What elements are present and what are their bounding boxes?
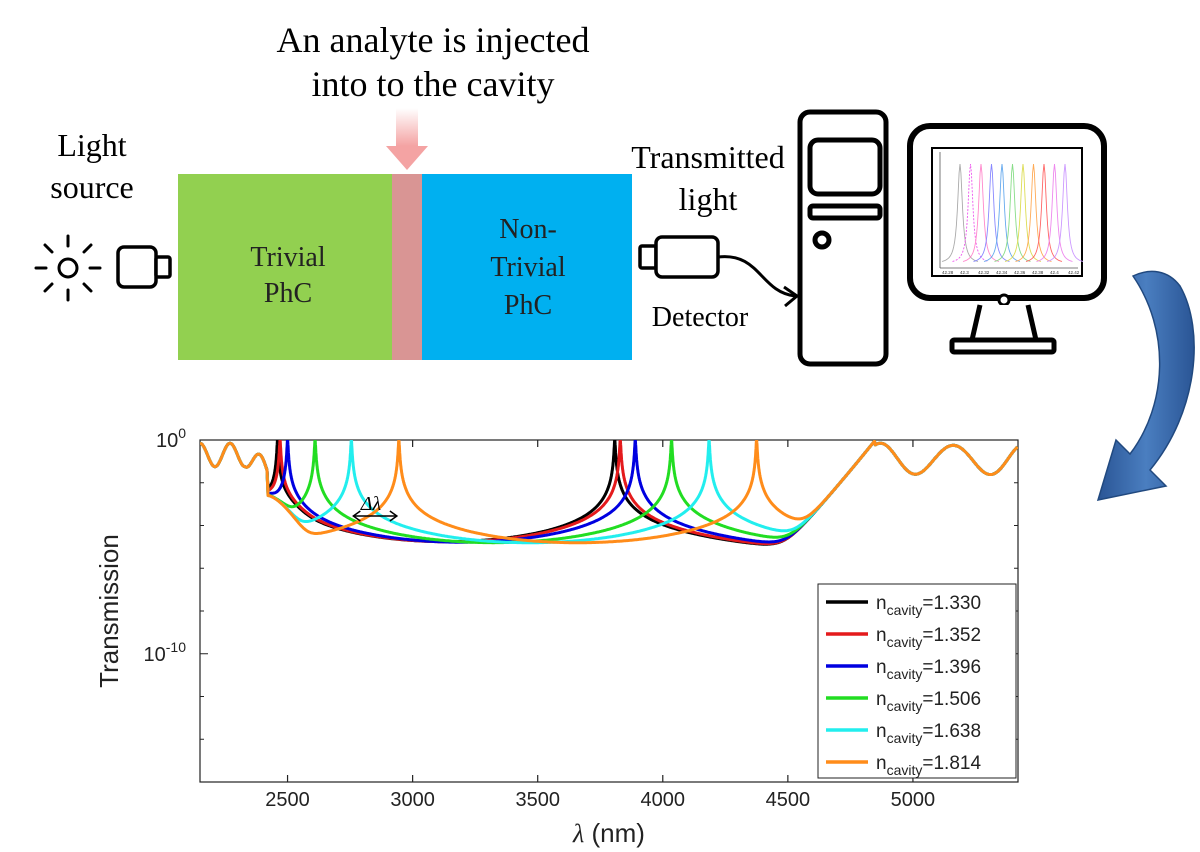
setup-schematic: An analyte is injected into to the cavit…: [34, 20, 1195, 501]
flow-arrow-icon: [1096, 270, 1195, 501]
x-tick-label: 2500: [265, 789, 310, 811]
thumb-curve: [1025, 163, 1063, 262]
injection-arrow-icon: [386, 108, 428, 170]
legend-value: =1.638: [922, 721, 981, 742]
thumb-tick-label: 42.34: [996, 270, 1008, 275]
trivial-phc-block: [178, 174, 392, 360]
delta-lambda-arrowhead-left: [352, 510, 361, 522]
transmitted-light-label-line1: Transmitted: [631, 139, 785, 175]
thumb-curve: [962, 163, 1000, 262]
legend-entry: ncavity=1.638: [876, 721, 981, 746]
x-tick-label: 5000: [891, 789, 936, 811]
thumb-curve: [983, 163, 1021, 262]
nontrivial-phc-label-line1: Non-: [499, 214, 557, 245]
computer-tower-icon: [797, 109, 889, 367]
monitor-screen-plot: 42.28 42.3 42.32 42.34 42.36 42.38 42.4 42.42: [939, 152, 1084, 275]
trivial-phc-label-line2: PhC: [264, 278, 312, 309]
series-layer: [200, 440, 1018, 546]
thumb-tick-label: 42.42: [1068, 270, 1080, 275]
thumb-curve: [994, 163, 1031, 262]
delta-lambda-annotation: Δλ: [352, 493, 399, 522]
cable-arrow-icon: [783, 285, 800, 308]
legend-entry: ncavity=1.352: [876, 625, 981, 650]
legend-subscript: cavity: [887, 762, 923, 778]
series-line: [200, 440, 1018, 545]
x-tick-label: 3500: [515, 789, 560, 811]
legend-subscript: cavity: [887, 698, 923, 714]
legend-entry: ncavity=1.330: [876, 593, 981, 618]
analyte-note-line2: into to the cavity: [312, 64, 555, 104]
legend-subscript: cavity: [887, 634, 923, 650]
y-axis-label: Transmission: [94, 534, 124, 688]
thumb-tick-label: 42.4: [1050, 270, 1059, 275]
y-tick-label: 10-10: [144, 639, 187, 666]
legend-box: [817, 583, 1017, 779]
x-tick-label: 4500: [766, 789, 811, 811]
legend-value: =1.330: [922, 593, 981, 614]
x-tick-label: 4000: [641, 789, 686, 811]
y-tick-exponent: -10: [166, 639, 186, 655]
x-axis: 2500 3000 3500 4000 4500 5000: [265, 440, 935, 811]
light-source-icon: [34, 234, 102, 302]
analyte-note-line1: An analyte is injected: [277, 20, 590, 60]
transmitted-light-label-line2: light: [679, 181, 738, 217]
legend-entry: ncavity=1.396: [876, 657, 981, 682]
legend-value: =1.506: [922, 689, 981, 710]
y-tick-base: 10: [144, 644, 166, 666]
cavity-layer: [392, 174, 422, 360]
y-tick-exponent: 0: [178, 425, 186, 441]
nontrivial-phc-label-line3: PhC: [504, 290, 552, 321]
legend-subscript: cavity: [887, 730, 923, 746]
nontrivial-phc-block: [422, 174, 632, 360]
nontrivial-phc-label-line2: Trivial: [490, 252, 565, 283]
thumb-curve: [941, 163, 979, 262]
x-axis-label: λ (nm): [572, 818, 645, 848]
legend-value: =1.396: [922, 657, 981, 678]
light-source-label-line2: source: [50, 169, 134, 205]
legend-n: n: [876, 657, 887, 678]
legend-n: n: [876, 689, 887, 710]
thumb-tick-label: 42.38: [1032, 270, 1044, 275]
legend: ncavity=1.330ncavity=1.352ncavity=1.396n…: [817, 583, 1017, 779]
legend-subscript: cavity: [887, 666, 923, 682]
x-axis-label-symbol: λ: [572, 819, 584, 848]
delta-lambda-label: Δλ: [360, 493, 382, 515]
legend-entry: ncavity=1.814: [876, 753, 981, 778]
x-tick-label: 3000: [390, 789, 435, 811]
thumb-tick-label: 42.3: [960, 270, 969, 275]
thumb-curve: [1004, 163, 1042, 262]
delta-lambda-arrowhead-right: [389, 510, 399, 522]
legend-entry: ncavity=1.506: [876, 689, 981, 714]
legend-n: n: [876, 593, 887, 614]
thumb-curve: [952, 163, 989, 262]
y-tick-label: 100: [156, 425, 186, 452]
detector-cable: [717, 255, 796, 298]
legend-value: =1.352: [922, 625, 981, 646]
thumb-curve: [1036, 163, 1073, 262]
legend-n: n: [876, 721, 887, 742]
thumb-curve: [1015, 163, 1052, 262]
thumb-tick-label: 42.32: [978, 270, 990, 275]
detector-label: Detector: [652, 302, 749, 333]
legend-subscript: cavity: [887, 602, 923, 618]
thumb-tick-label: 42.28: [942, 270, 954, 275]
y-tick-base: 10: [156, 430, 178, 452]
thumb-curve: [973, 163, 1010, 262]
trivial-phc-label-line1: Trivial: [250, 242, 325, 273]
legend-n: n: [876, 625, 887, 646]
thumb-curve: [1046, 163, 1084, 262]
emitter-icon: [116, 245, 172, 289]
thumb-tick-label: 42.36: [1014, 270, 1026, 275]
light-source-label-line1: Light: [57, 127, 126, 163]
x-axis-label-unit: (nm): [584, 818, 645, 848]
legend-value: =1.814: [922, 753, 981, 774]
legend-n: n: [876, 753, 887, 774]
detector-icon: [638, 235, 720, 279]
